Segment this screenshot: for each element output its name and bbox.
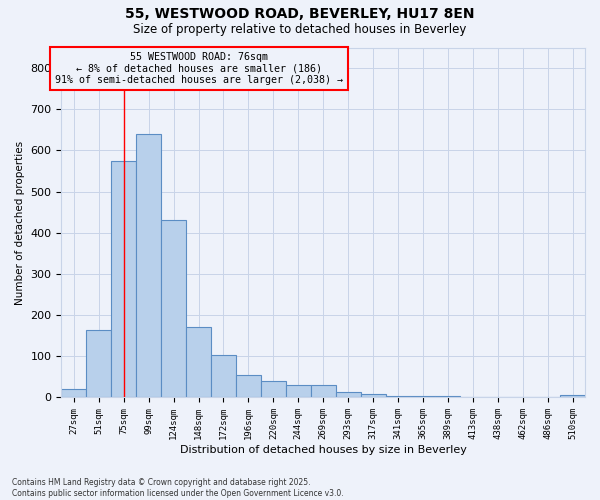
Bar [61,389,86,398]
Text: 55, WESTWOOD ROAD, BEVERLEY, HU17 8EN: 55, WESTWOOD ROAD, BEVERLEY, HU17 8EN [125,8,475,22]
Bar [111,160,136,398]
Bar [335,392,361,398]
Bar [86,330,111,398]
Bar [136,134,161,398]
Y-axis label: Number of detached properties: Number of detached properties [15,140,25,304]
Text: Size of property relative to detached houses in Beverley: Size of property relative to detached ho… [133,22,467,36]
Bar [186,328,211,398]
Bar [460,396,485,398]
Bar [410,396,436,398]
Bar [236,375,261,398]
Text: 55 WESTWOOD ROAD: 76sqm
← 8% of detached houses are smaller (186)
91% of semi-de: 55 WESTWOOD ROAD: 76sqm ← 8% of detached… [55,52,343,85]
Bar [436,396,460,398]
Bar [386,396,410,398]
Bar [311,385,335,398]
Bar [286,385,311,398]
Text: Contains HM Land Registry data © Crown copyright and database right 2025.
Contai: Contains HM Land Registry data © Crown c… [12,478,344,498]
Bar [361,394,386,398]
X-axis label: Distribution of detached houses by size in Beverley: Distribution of detached houses by size … [180,445,467,455]
Bar [261,381,286,398]
Bar [211,355,236,398]
Bar [560,396,585,398]
Bar [161,220,186,398]
